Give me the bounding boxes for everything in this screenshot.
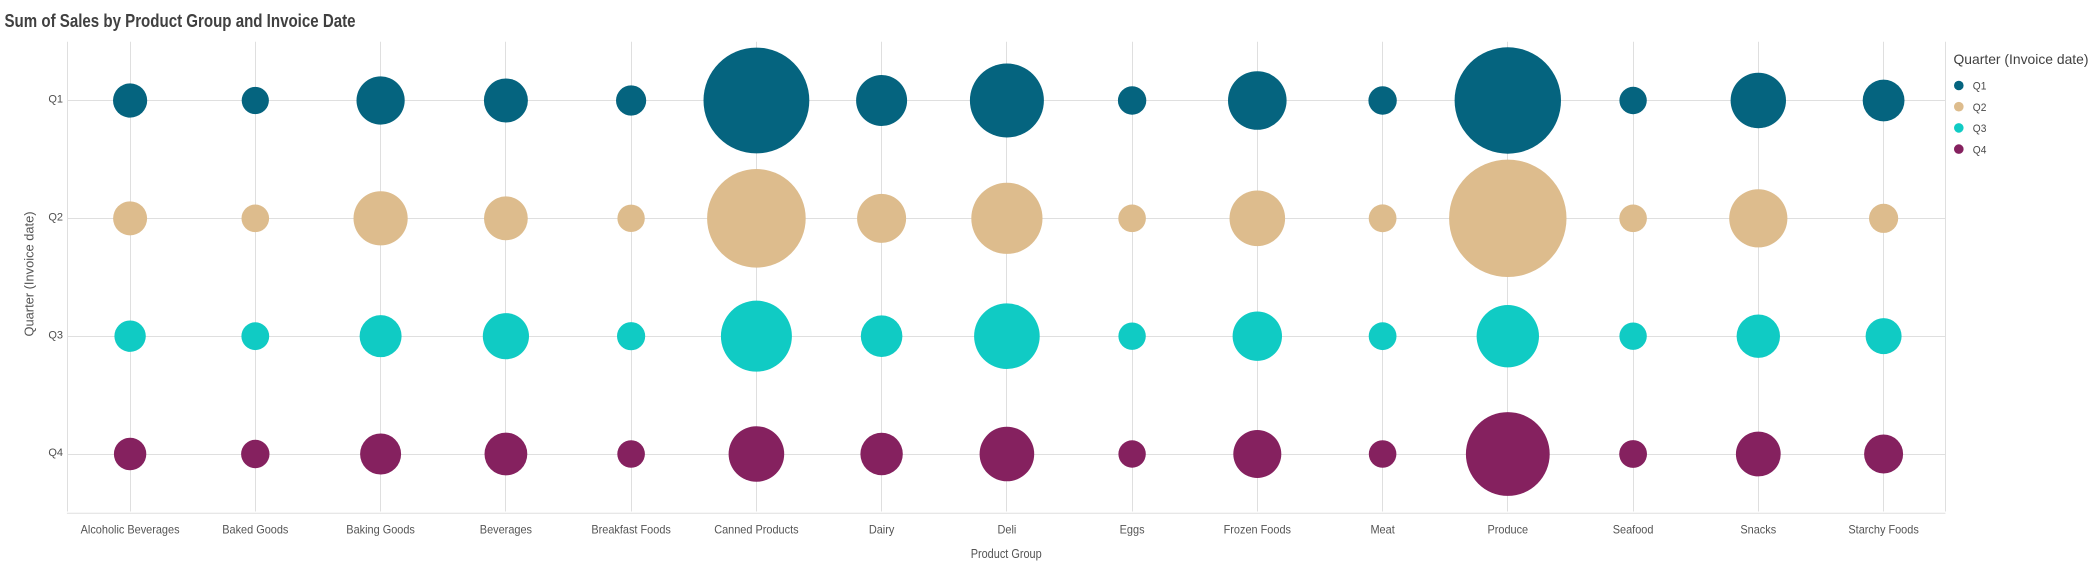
svg-text:Dairy: Dairy — [869, 523, 895, 537]
svg-text:Quarter (Invoice date): Quarter (Invoice date) — [21, 212, 36, 337]
svg-text:Canned Products: Canned Products — [714, 523, 798, 537]
svg-text:Starchy Foods: Starchy Foods — [1848, 523, 1918, 537]
svg-text:Deli: Deli — [998, 523, 1017, 537]
svg-text:Q4: Q4 — [48, 447, 63, 459]
svg-text:Q1: Q1 — [1973, 81, 1987, 93]
svg-text:Q4: Q4 — [1973, 144, 1987, 156]
svg-text:Eggs: Eggs — [1120, 523, 1145, 537]
svg-text:Q3: Q3 — [48, 329, 63, 341]
svg-text:Seafood: Seafood — [1613, 523, 1654, 537]
svg-text:Quarter (Invoice date): Quarter (Invoice date) — [1954, 51, 2089, 67]
svg-text:Meat: Meat — [1370, 523, 1395, 537]
svg-text:Produce: Produce — [1487, 523, 1528, 537]
svg-text:Product Group: Product Group — [971, 546, 1042, 561]
svg-text:Baking Goods: Baking Goods — [346, 523, 415, 537]
svg-text:Q3: Q3 — [1973, 123, 1987, 135]
svg-text:Frozen Foods: Frozen Foods — [1224, 523, 1291, 537]
svg-text:Q2: Q2 — [48, 212, 63, 224]
svg-text:Snacks: Snacks — [1740, 523, 1776, 537]
svg-text:Beverages: Beverages — [480, 523, 532, 537]
svg-text:Sum of Sales by Product Group: Sum of Sales by Product Group and Invoic… — [5, 11, 356, 31]
svg-text:Q1: Q1 — [48, 94, 63, 106]
svg-text:Alcoholic Beverages: Alcoholic Beverages — [81, 523, 180, 537]
svg-text:Q2: Q2 — [1973, 102, 1987, 114]
svg-text:Breakfast Foods: Breakfast Foods — [591, 523, 671, 537]
svg-text:Baked Goods: Baked Goods — [222, 523, 288, 537]
